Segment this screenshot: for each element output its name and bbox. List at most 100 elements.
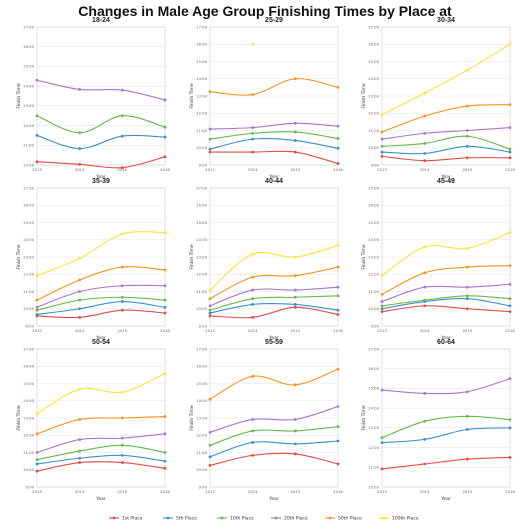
y-axis-label: Finish Time	[361, 405, 367, 430]
legend-label: 10th Place	[230, 516, 254, 522]
series-line	[36, 454, 166, 465]
data-point	[163, 98, 167, 102]
series-line	[36, 156, 166, 169]
series-line	[209, 150, 339, 165]
data-point	[508, 264, 512, 268]
data-point	[251, 418, 255, 421]
series-line	[209, 295, 339, 311]
data-point	[163, 432, 167, 436]
data-point	[465, 134, 469, 138]
y-tick-label: 16:00	[196, 364, 208, 369]
y-tick-label: 10:00	[368, 484, 380, 489]
series-line	[381, 305, 511, 313]
data-point	[35, 78, 39, 82]
panel-18-24: 18-24 10:00 11:00 12:00 13:00 14:00 15:00 16:00…	[16, 17, 170, 180]
panel-30-34: 30-34 9:00 10:00 11:00 12:00 13:00 14:00 15:00 1…	[361, 17, 515, 180]
data-point	[208, 304, 212, 308]
y-tick-label: 11:00	[196, 128, 208, 133]
data-point	[208, 297, 212, 301]
x-tick-label: 2015	[290, 328, 300, 333]
chart-legend: 1st Place 5th Place 10th Place 20th Place 50…	[109, 516, 419, 522]
y-tick-label: 17:00	[23, 346, 35, 351]
y-tick-label: 14:00	[23, 398, 35, 403]
y-tick-label: 17:00	[368, 346, 380, 351]
data-point	[508, 418, 512, 422]
y-tick-label: 9:00	[25, 484, 34, 489]
data-point	[120, 436, 124, 440]
y-tick-label: 16:00	[23, 203, 35, 208]
y-tick-label: 13:00	[368, 425, 380, 430]
data-point	[465, 129, 469, 132]
data-point	[35, 412, 39, 416]
series-line	[36, 79, 166, 101]
data-point	[336, 244, 340, 247]
data-point	[35, 462, 39, 466]
x-tick-label: 2013	[377, 328, 387, 333]
data-point	[208, 288, 212, 292]
panel-title: 30-34	[437, 17, 455, 24]
y-tick-label: 13:00	[23, 415, 35, 420]
x-tick-label: 2016	[505, 489, 515, 494]
data-point	[465, 246, 469, 250]
x-tick-label: 2013	[205, 167, 215, 172]
data-point	[380, 292, 384, 296]
data-point	[423, 437, 427, 441]
data-point	[508, 126, 512, 130]
series-line	[381, 135, 511, 150]
legend-label: 100th Place	[392, 516, 419, 522]
y-tick-label: 13:00	[196, 93, 208, 98]
x-tick-label: 2013	[377, 489, 387, 494]
data-point	[465, 104, 469, 108]
series-line	[381, 232, 511, 277]
y-tick-label: 10:00	[23, 162, 35, 167]
y-tick-label: 17:00	[23, 185, 35, 190]
y-tick-label: 14:00	[196, 237, 208, 242]
series-line	[381, 265, 511, 295]
data-point	[465, 307, 469, 311]
y-tick-label: 10:00	[23, 306, 35, 311]
y-tick-label: 9:00	[198, 162, 207, 167]
y-axis-label: Finish Time	[189, 405, 195, 430]
data-point	[163, 305, 167, 309]
series-line	[36, 296, 166, 311]
y-tick-label: 17:00	[196, 185, 208, 190]
legend-label: 1st Place	[122, 516, 143, 522]
x-axis-label: Year	[440, 174, 451, 180]
plot-frame	[381, 348, 511, 488]
data-point	[293, 130, 297, 134]
data-point	[293, 150, 297, 154]
data-point	[251, 429, 255, 433]
legend-item: 20th Place	[271, 516, 308, 522]
data-point	[208, 443, 212, 447]
data-point	[336, 124, 340, 128]
data-point	[380, 467, 384, 471]
y-tick-label: 12:00	[23, 433, 35, 438]
plot-frame	[36, 187, 166, 327]
data-point	[336, 285, 340, 289]
y-tick-label: 12:00	[196, 111, 208, 116]
data-point	[78, 162, 82, 166]
plot-frame	[36, 26, 166, 166]
legend-item: 50th Place	[325, 516, 362, 522]
data-point	[251, 441, 255, 444]
x-tick-label: 2016	[505, 328, 515, 333]
y-tick-label: 9:00	[370, 162, 379, 167]
data-point	[423, 245, 427, 249]
y-tick-label: 15:00	[196, 59, 208, 64]
series-line	[381, 155, 511, 162]
y-tick-label: 15:00	[196, 220, 208, 225]
data-point	[508, 42, 512, 46]
y-tick-label: 13:00	[23, 254, 35, 259]
data-point	[251, 315, 255, 319]
series-line	[381, 456, 511, 470]
x-tick-label: 2015	[290, 167, 300, 172]
data-point	[251, 374, 255, 378]
data-point	[35, 298, 39, 302]
data-point	[423, 271, 427, 275]
x-tick-label: 2014	[420, 328, 430, 333]
panel-title: 25-29	[265, 17, 283, 24]
data-point	[380, 304, 384, 308]
data-point	[293, 429, 297, 433]
data-point	[35, 305, 39, 309]
legend-marker	[328, 516, 332, 520]
